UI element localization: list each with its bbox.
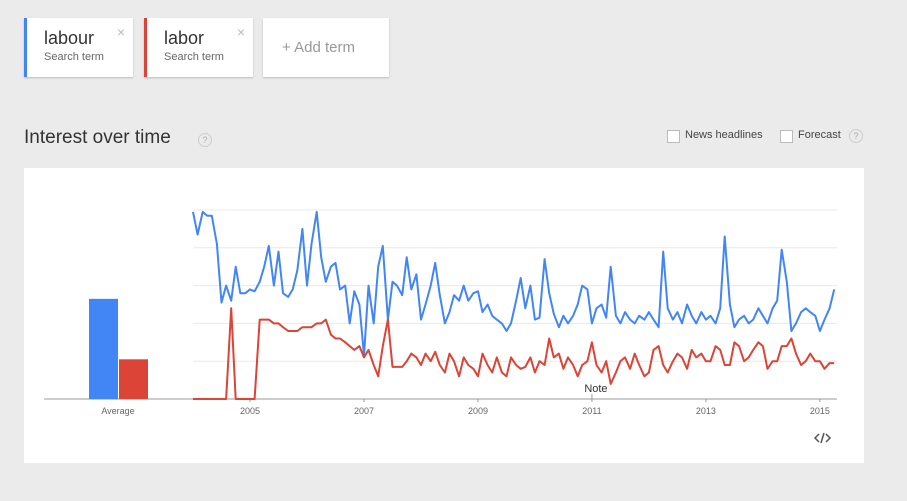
x-tick-label: 2005: [240, 406, 260, 416]
term-card[interactable]: labor Search term ×: [144, 18, 253, 77]
x-tick-label: 2009: [468, 406, 488, 416]
term-subtitle: Search term: [44, 51, 104, 63]
checkbox[interactable]: [780, 130, 793, 143]
x-tick-label: 2011: [582, 406, 601, 416]
option-label: Forecast: [798, 129, 841, 141]
add-term-button[interactable]: + Add term: [263, 18, 389, 77]
add-term-label: + Add term: [282, 39, 355, 56]
x-tick-label: 2007: [354, 406, 374, 416]
bar: [119, 359, 148, 399]
close-button[interactable]: ×: [116, 24, 125, 40]
term-card[interactable]: labour Search term ×: [24, 18, 133, 77]
help-icon[interactable]: ?: [198, 133, 212, 147]
term-subtitle: Search term: [164, 51, 224, 63]
embed-icon[interactable]: [813, 432, 832, 444]
section-title: Interest over time: [24, 127, 171, 148]
option-label: News headlines: [685, 129, 763, 141]
term-name: labour: [44, 28, 95, 48]
annotation: Note: [584, 383, 607, 395]
x-tick-label: 2015: [810, 406, 830, 416]
series-line: [193, 307, 835, 400]
help-icon[interactable]: ?: [849, 129, 863, 143]
bar: [89, 298, 118, 399]
series-line: [192, 210, 836, 357]
x-tick-label: 2013: [696, 406, 716, 416]
chart-panel: Average 2005 2007 2009 2011 2013 2015 Note: [24, 168, 864, 463]
term-name: labor: [164, 28, 205, 48]
x-tick-label: Average: [101, 406, 134, 416]
embed-glyph: [813, 432, 832, 444]
close-button[interactable]: ×: [236, 24, 245, 40]
chart: Average 2005 2007 2009 2011 2013 2015 Note: [44, 209, 837, 444]
checkbox[interactable]: [667, 130, 680, 143]
